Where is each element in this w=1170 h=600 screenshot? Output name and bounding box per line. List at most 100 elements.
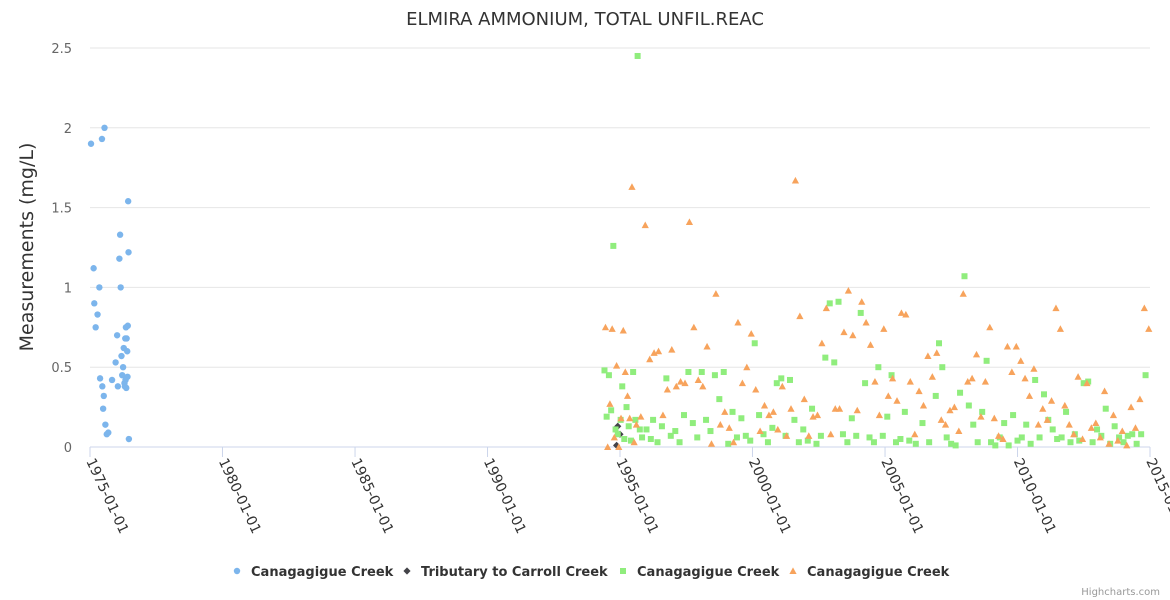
data-point [884, 392, 892, 399]
data-point [743, 363, 751, 371]
data-point [1131, 424, 1140, 431]
data-point [124, 348, 131, 355]
data-point [875, 411, 883, 419]
data-point [990, 414, 998, 422]
data-point [125, 435, 133, 443]
data-point [1012, 342, 1020, 350]
data-point [734, 318, 742, 326]
data-point [1067, 439, 1074, 446]
data-point [615, 443, 623, 450]
data-point [774, 425, 782, 433]
data-point [906, 437, 913, 444]
data-point [1127, 403, 1135, 411]
data-point [1001, 420, 1008, 427]
data-point [729, 438, 738, 446]
data-point [92, 324, 99, 331]
data-point [619, 383, 626, 390]
data-point [703, 416, 710, 423]
data-point [605, 372, 612, 379]
data-point [676, 377, 685, 385]
data-point [875, 364, 882, 371]
data-point [1145, 325, 1153, 332]
data-point [124, 198, 132, 205]
data-point [672, 428, 679, 435]
legend-item[interactable]: Canagagigue Creek [620, 565, 780, 580]
legend-label: Tributary to Carroll Creek [421, 565, 608, 580]
legend-marker-icon [233, 567, 241, 575]
data-point [100, 392, 107, 400]
legend-marker-icon [620, 568, 626, 574]
data-point [99, 383, 106, 390]
data-point [981, 377, 989, 385]
data-point [703, 342, 711, 350]
y-axis-label: Measurements (mg/L) [16, 143, 38, 352]
data-point [99, 405, 107, 412]
data-point [928, 373, 936, 380]
data-point [647, 436, 654, 443]
data-point [1078, 435, 1087, 443]
data-point [125, 249, 132, 256]
data-point [813, 440, 820, 447]
data-point [831, 359, 838, 366]
data-point [1008, 368, 1016, 375]
data-point [756, 427, 764, 435]
data-point [897, 436, 904, 443]
data-point [643, 426, 650, 433]
data-point [637, 413, 645, 420]
data-point [604, 443, 612, 450]
data-point [1124, 432, 1131, 439]
data-point [835, 298, 842, 305]
data-point [689, 420, 696, 427]
data-point [601, 323, 610, 331]
data-point [879, 432, 886, 439]
data-point [977, 413, 985, 420]
data-point [676, 439, 683, 446]
data-point [760, 431, 767, 438]
data-point [1070, 430, 1078, 438]
data-point [117, 284, 124, 291]
data-point [1041, 391, 1047, 398]
data-point [941, 421, 950, 428]
data-point [862, 318, 870, 326]
data-point [959, 290, 967, 297]
data-point [1102, 405, 1109, 412]
data-point [1065, 421, 1073, 428]
data-point [96, 284, 103, 291]
data-point [782, 432, 791, 439]
data-point [897, 309, 906, 316]
data-point [818, 339, 826, 347]
legend-item[interactable]: Canagagigue Creek [789, 565, 950, 580]
data-point [1056, 325, 1064, 332]
data-point [760, 401, 769, 409]
data-point [101, 124, 108, 131]
data-point [957, 389, 964, 396]
data-point [1109, 411, 1118, 419]
data-point [924, 352, 932, 360]
data-point [804, 437, 811, 444]
data-point [1136, 395, 1144, 403]
data-point [118, 352, 125, 360]
data-point [636, 426, 643, 433]
data-point [769, 424, 776, 431]
data-point [968, 374, 976, 382]
data-point [1034, 421, 1042, 428]
legend-item[interactable]: Tributary to Carroll Creek [403, 565, 608, 580]
series-triangle-points [601, 176, 1153, 450]
data-point [787, 405, 795, 412]
data-point [992, 442, 999, 449]
data-point [764, 439, 771, 446]
data-point [113, 332, 121, 339]
data-point [105, 429, 112, 436]
legend-item[interactable]: Canagagigue Creek [233, 565, 394, 580]
data-point [795, 439, 802, 446]
data-point [778, 375, 785, 382]
data-point [999, 435, 1007, 443]
data-point [970, 421, 977, 428]
credits-link[interactable]: Highcharts.com [1081, 587, 1160, 598]
data-point [827, 430, 835, 438]
data-point [98, 135, 106, 143]
data-point [946, 406, 954, 414]
data-point [123, 335, 130, 342]
data-point [1018, 434, 1025, 441]
